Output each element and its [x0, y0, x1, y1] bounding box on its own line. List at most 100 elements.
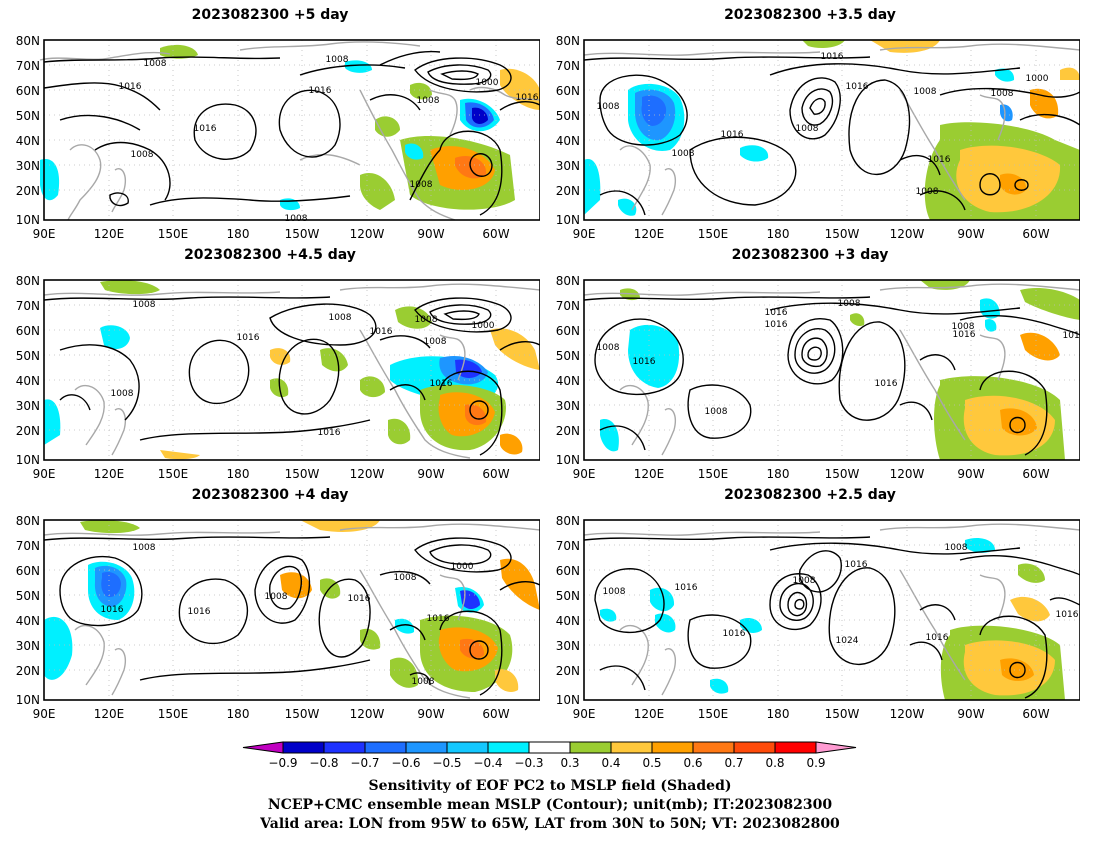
svg-text:1016: 1016 — [237, 333, 260, 343]
map-plus3-5day: 1016 1000 1008 1016 1008 1008 1008 1016 … — [556, 34, 1080, 240]
svg-text:120W: 120W — [890, 707, 925, 720]
svg-text:70N: 70N — [16, 59, 40, 73]
colorbar-tick-label: −0.3 — [514, 756, 543, 770]
colorbar-tick-label: 0.3 — [560, 756, 579, 770]
panel-plus2-5day: 2023082300 +2.5 day — [540, 480, 1080, 720]
svg-text:1008: 1008 — [265, 592, 288, 602]
colorbar-tick-label: 0.4 — [601, 756, 620, 770]
caption-line-1: Sensitivity of EOF PC2 to MSLP field (Sh… — [368, 778, 732, 794]
svg-text:150E: 150E — [158, 707, 189, 720]
svg-text:1008: 1008 — [144, 59, 167, 69]
svg-text:60W: 60W — [1022, 467, 1049, 480]
svg-text:40N: 40N — [556, 614, 580, 628]
contour-labels: 1008 1000 1016 1016 1016 1008 1008 1016 … — [101, 543, 474, 687]
svg-text:1008: 1008 — [329, 313, 352, 323]
svg-text:80N: 80N — [556, 274, 580, 288]
lat-axis-labels: 80N 70N 60N 50N 40N 30N 20N 10N — [556, 274, 580, 467]
svg-text:1000: 1000 — [476, 78, 499, 88]
svg-text:180: 180 — [767, 707, 790, 720]
svg-text:180: 180 — [227, 227, 250, 240]
colorbar: −0.9 −0.8 −0.7 −0.6 −0.5 −0.4 −0.3 0.3 0.4 0.5 0.6… — [242, 741, 857, 770]
svg-text:90W: 90W — [957, 227, 984, 240]
svg-text:90W: 90W — [417, 227, 444, 240]
lat-axis-labels: 80N 70N 60N 50N 40N 30N 20N 10N — [556, 514, 580, 707]
contours — [43, 296, 540, 456]
svg-text:120E: 120E — [634, 467, 665, 480]
svg-text:70N: 70N — [556, 59, 580, 73]
svg-text:1016: 1016 — [101, 605, 124, 615]
svg-text:80N: 80N — [556, 34, 580, 48]
colorbar-tick-label: 0.6 — [683, 756, 702, 770]
svg-text:60N: 60N — [16, 324, 40, 338]
svg-text:50N: 50N — [16, 109, 40, 123]
svg-text:1016: 1016 — [119, 82, 142, 92]
svg-text:1000: 1000 — [472, 321, 495, 331]
panel-plus5day: 2023082300 +5 day — [0, 0, 540, 240]
svg-text:80N: 80N — [16, 514, 40, 528]
svg-text:20N: 20N — [556, 424, 580, 438]
svg-text:40N: 40N — [556, 134, 580, 148]
svg-text:1008: 1008 — [111, 389, 134, 399]
contour-labels: 1008 1008 1016 1016 1008 1016 1016 1024 … — [603, 543, 1079, 646]
svg-text:1000: 1000 — [1026, 74, 1049, 84]
svg-text:70N: 70N — [556, 299, 580, 313]
svg-text:1016: 1016 — [821, 52, 844, 62]
colorbar-tick-label: 0.8 — [765, 756, 784, 770]
colorbar-tick-label: −0.7 — [350, 756, 379, 770]
contours — [583, 296, 1080, 456]
svg-text:1008: 1008 — [916, 187, 939, 197]
svg-text:120W: 120W — [890, 467, 925, 480]
contour-labels: 1008 1016 1016 1016 1008 1008 1000 1016 … — [119, 55, 539, 224]
svg-text:120E: 120E — [94, 227, 125, 240]
svg-text:120E: 120E — [94, 707, 125, 720]
svg-text:10N: 10N — [16, 213, 40, 227]
gridlines — [584, 40, 1080, 220]
lat-axis-labels: 80N 70N 60N 50N 40N 30N 20N 10N — [556, 34, 580, 227]
colorbar-swatch — [405, 741, 448, 754]
shading — [584, 40, 1080, 220]
panel-plus3-5day: 2023082300 +3.5 day — [540, 0, 1080, 240]
svg-text:1008: 1008 — [133, 300, 156, 310]
svg-text:1008: 1008 — [796, 124, 819, 134]
svg-text:120E: 120E — [94, 467, 125, 480]
svg-text:1016: 1016 — [348, 594, 371, 604]
svg-text:120E: 120E — [634, 227, 665, 240]
svg-text:50N: 50N — [556, 589, 580, 603]
svg-text:90W: 90W — [417, 467, 444, 480]
colorbar-tick-label: −0.4 — [473, 756, 502, 770]
lat-axis-labels: 80N 70N 60N 50N 40N 30N 20N 10N — [16, 514, 40, 707]
map-plus4-5day: 1008 1008 1016 1008 1000 1008 1016 1016 … — [16, 274, 540, 480]
map-plus4day: 1008 1000 1016 1016 1016 1008 1008 1016 … — [16, 514, 540, 720]
svg-text:60W: 60W — [1022, 227, 1049, 240]
colorbar-swatch — [651, 741, 694, 754]
svg-text:60W: 60W — [482, 467, 509, 480]
svg-text:50N: 50N — [16, 589, 40, 603]
panel-title: 2023082300 +5 day — [191, 7, 349, 23]
svg-text:1008: 1008 — [133, 543, 156, 553]
colorbar-swatches — [242, 741, 857, 754]
colorbar-swatch — [364, 741, 407, 754]
svg-text:1008: 1008 — [131, 150, 154, 160]
caption-line-3: Valid area: LON from 95W to 65W, LAT fro… — [260, 816, 840, 832]
colorbar-tick-label: −0.6 — [391, 756, 420, 770]
svg-text:1008: 1008 — [412, 677, 435, 687]
svg-text:1008: 1008 — [417, 96, 440, 106]
map-frame — [43, 39, 540, 221]
svg-text:90E: 90E — [573, 707, 596, 720]
svg-text:80N: 80N — [16, 274, 40, 288]
gridlines — [44, 40, 540, 220]
svg-text:60N: 60N — [556, 324, 580, 338]
svg-text:50N: 50N — [556, 349, 580, 363]
svg-text:150W: 150W — [285, 707, 320, 720]
svg-text:1016: 1016 — [721, 130, 744, 140]
map-frame — [583, 519, 1080, 701]
svg-text:30N: 30N — [556, 159, 580, 173]
svg-text:1008: 1008 — [945, 543, 968, 553]
svg-text:1008: 1008 — [415, 315, 438, 325]
panel-title: 2023082300 +2.5 day — [724, 487, 896, 503]
lon-axis-labels: 90E 120E 150E 180 150W 120W 90W 60W — [573, 707, 1050, 720]
colorbar-swatch — [487, 741, 530, 754]
svg-text:30N: 30N — [556, 399, 580, 413]
svg-text:1016: 1016 — [675, 583, 698, 593]
svg-text:40N: 40N — [16, 614, 40, 628]
